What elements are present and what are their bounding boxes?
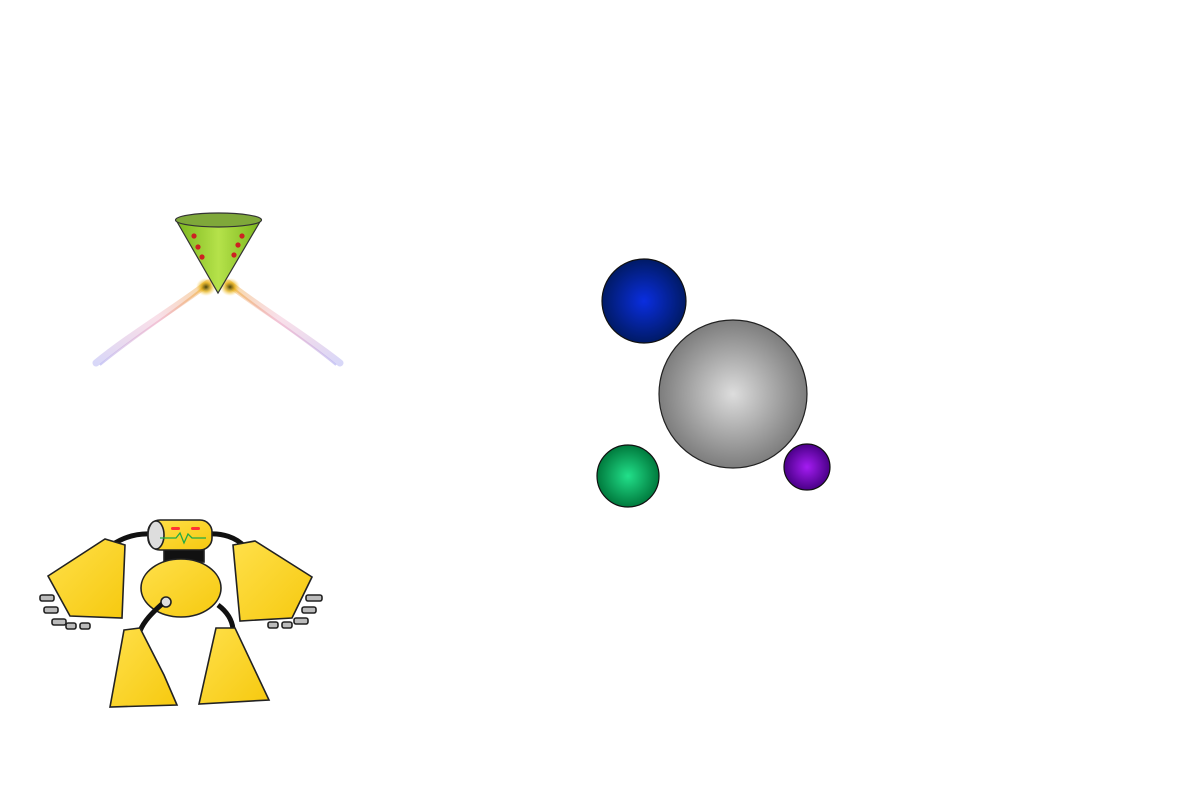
thruster-flame	[196, 278, 240, 296]
player-ship[interactable]	[90, 205, 350, 375]
left-claw	[39, 594, 91, 630]
right-claw	[267, 594, 323, 629]
robot[interactable]	[39, 515, 340, 715]
blue-planet[interactable]	[601, 258, 687, 344]
purple-planet[interactable]	[783, 443, 831, 491]
thruster-trail-right	[224, 279, 344, 367]
central-planet[interactable]	[658, 319, 808, 469]
planetary-system	[596, 258, 831, 508]
yellow-robot-icon	[39, 519, 323, 708]
green-planet[interactable]	[596, 444, 660, 508]
cone-ship-icon	[174, 212, 263, 295]
thruster-trail-left	[92, 279, 212, 367]
